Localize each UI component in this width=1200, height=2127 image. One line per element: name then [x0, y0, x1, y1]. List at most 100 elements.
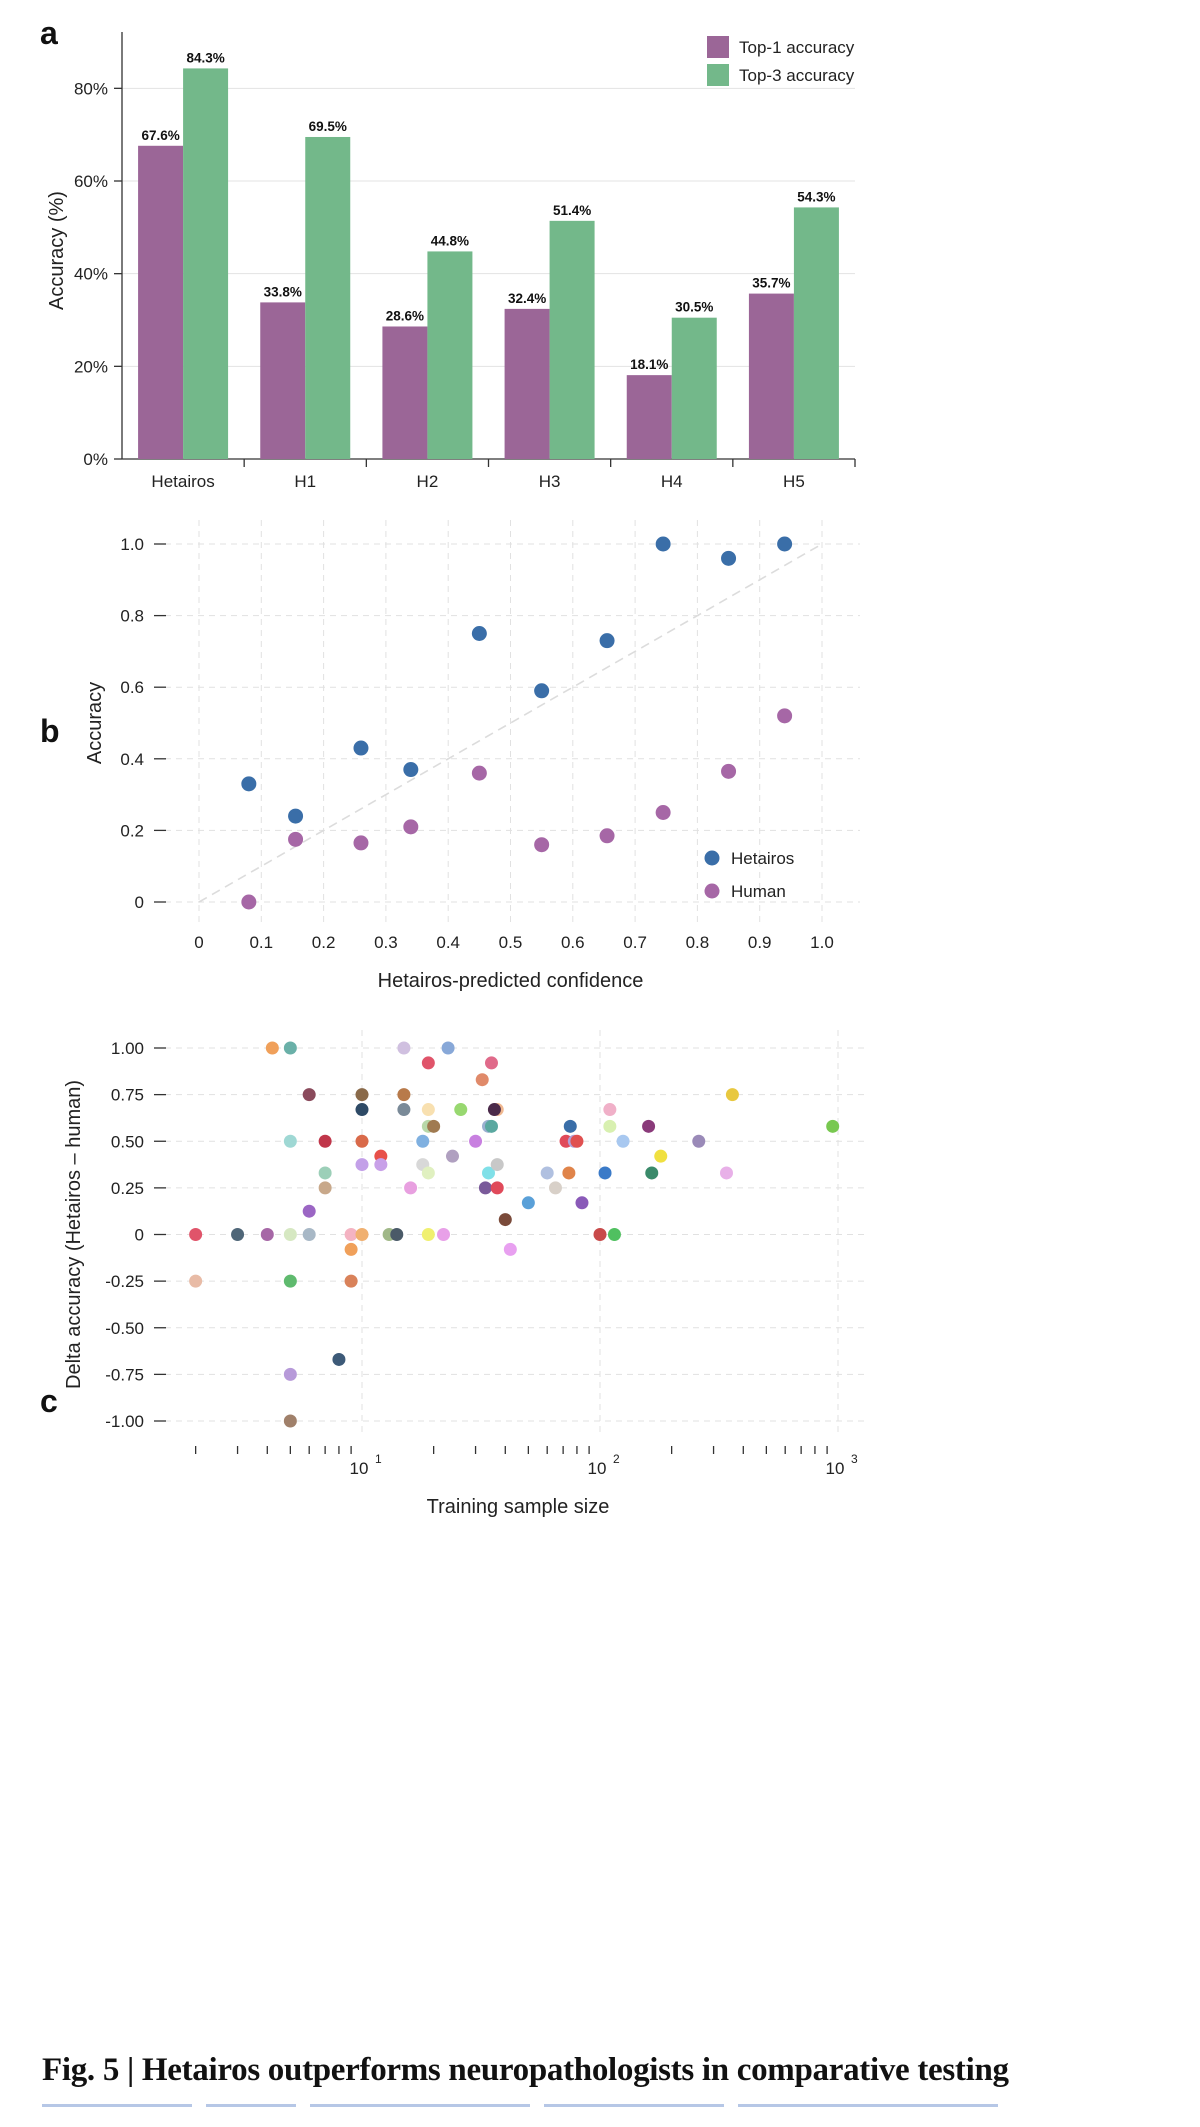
bar-value-label: 67.6% [141, 128, 179, 143]
data-point [344, 1242, 358, 1256]
y-tick-label: 20% [74, 357, 108, 376]
bar-value-label: 30.5% [675, 300, 713, 315]
point-hetairos [721, 550, 737, 566]
point-hetairos [241, 776, 257, 792]
y-tick-label: 0.8 [120, 607, 144, 626]
data-point [598, 1166, 612, 1180]
y-tick-label: -0.25 [105, 1272, 144, 1291]
data-point [318, 1166, 332, 1180]
data-point [355, 1103, 369, 1117]
data-point [265, 1041, 279, 1055]
data-point [421, 1166, 435, 1180]
legend-label: Hetairos [731, 849, 794, 868]
data-point [616, 1134, 630, 1148]
panel-a-letter: a [40, 15, 58, 51]
data-point [481, 1166, 495, 1180]
panel-b-letter: b [40, 713, 60, 749]
data-point [484, 1056, 498, 1070]
x-tick-label: Hetairos [151, 472, 214, 491]
bar-top1 [504, 308, 550, 459]
x-tick-label: H2 [417, 472, 439, 491]
data-point [355, 1134, 369, 1148]
data-point [374, 1158, 388, 1172]
bar-top3 [427, 251, 473, 459]
bar-top1 [626, 375, 672, 459]
data-point [283, 1274, 297, 1288]
data-point [260, 1228, 274, 1241]
y-tick-label: 80% [74, 79, 108, 98]
y-axis-label: Delta accuracy (Hetairos – human) [63, 1080, 85, 1389]
y-tick-label: -0.50 [105, 1319, 144, 1338]
x-tick-exponent: 2 [613, 1452, 620, 1466]
legend-label: Human [731, 882, 786, 901]
x-tick-label: H3 [539, 472, 561, 491]
point-human [534, 837, 550, 853]
bar-value-label: 33.8% [264, 284, 302, 299]
data-point [189, 1274, 203, 1288]
bar-value-label: 54.3% [797, 189, 835, 204]
bar-value-label: 51.4% [553, 203, 591, 218]
panel-a-bar-chart: 0% 20% 40% 60% 80% Accuracy (%) Hetairos 67.6% 8… [46, 32, 856, 491]
point-hetairos [471, 626, 487, 641]
x-tick-exponent: 1 [375, 1452, 382, 1466]
bar-top1 [748, 293, 794, 459]
x-tick-label: 10 [826, 1459, 845, 1478]
panel-c-letter: c [40, 1383, 58, 1419]
y-tick-label: 40% [74, 265, 108, 284]
data-point [562, 1166, 576, 1180]
point-hetairos [655, 536, 671, 552]
data-point [397, 1041, 411, 1055]
bar-top1 [138, 145, 184, 459]
data-point [416, 1134, 430, 1148]
y-tick-label: 0.25 [111, 1179, 144, 1198]
data-point [487, 1103, 501, 1117]
data-point [332, 1352, 346, 1366]
panel-b-scatter-chart: 0 0.1 0.2 0.3 0.4 0.5 0.6 0.7 0.8 0.9 1.0 0 0.2 0.4 0.… [84, 520, 860, 992]
x-tick-label: 0.5 [499, 933, 523, 952]
y-tick-label: -1.00 [105, 1412, 144, 1431]
data-point [318, 1181, 332, 1195]
x-tick-label: H5 [783, 472, 805, 491]
bar-value-label: 28.6% [386, 308, 424, 323]
point-human [721, 763, 737, 779]
point-hetairos [534, 683, 550, 699]
y-tick-label: 0.6 [120, 678, 144, 697]
y-tick-label: -0.75 [105, 1365, 144, 1384]
y-axis-label: Accuracy (%) [46, 191, 68, 310]
x-tick-label: 0.4 [436, 933, 460, 952]
x-axis-label: Training sample size [427, 1496, 610, 1518]
data-point [445, 1149, 459, 1163]
caption-continuation-decoration [42, 2104, 1142, 2110]
data-point [283, 1228, 297, 1241]
y-tick-label: 0% [83, 450, 108, 469]
legend-marker [704, 883, 720, 899]
data-point [283, 1041, 297, 1055]
x-tick-label: 0 [194, 933, 203, 952]
y-tick-label: 0.50 [111, 1132, 144, 1151]
data-point [355, 1228, 369, 1241]
legend-swatch [707, 64, 729, 86]
figure: a b c 0% 20% 40% 60% 80% Accuracy (%) Hetairos… [40, 15, 865, 1518]
x-tick-label: 0.2 [312, 933, 336, 952]
data-point [231, 1228, 245, 1241]
data-point [404, 1181, 418, 1195]
data-point [302, 1228, 316, 1241]
legend-swatch [707, 36, 729, 58]
point-human [777, 708, 793, 724]
point-human [353, 835, 369, 851]
point-hetairos [288, 808, 304, 824]
point-hetairos [403, 762, 419, 778]
bar-value-label: 84.3% [186, 50, 224, 65]
data-point [521, 1196, 535, 1210]
data-point [436, 1228, 450, 1241]
x-tick-label: H1 [294, 472, 316, 491]
data-point [344, 1274, 358, 1288]
data-point [603, 1119, 617, 1133]
bar-value-label: 18.1% [630, 357, 668, 372]
x-tick-label: 0.6 [561, 933, 585, 952]
panel-c-log-scatter-chart: 10 1 10 2 10 3 -1.00 -0.75 -0.50 -0.25 0 0.25 0.50 0.… [63, 1030, 865, 1518]
x-tick-exponent: 3 [851, 1452, 858, 1466]
bar-top3 [671, 317, 717, 459]
bar-value-label: 44.8% [431, 233, 469, 248]
x-axis-label: Hetairos-predicted confidence [378, 970, 644, 992]
